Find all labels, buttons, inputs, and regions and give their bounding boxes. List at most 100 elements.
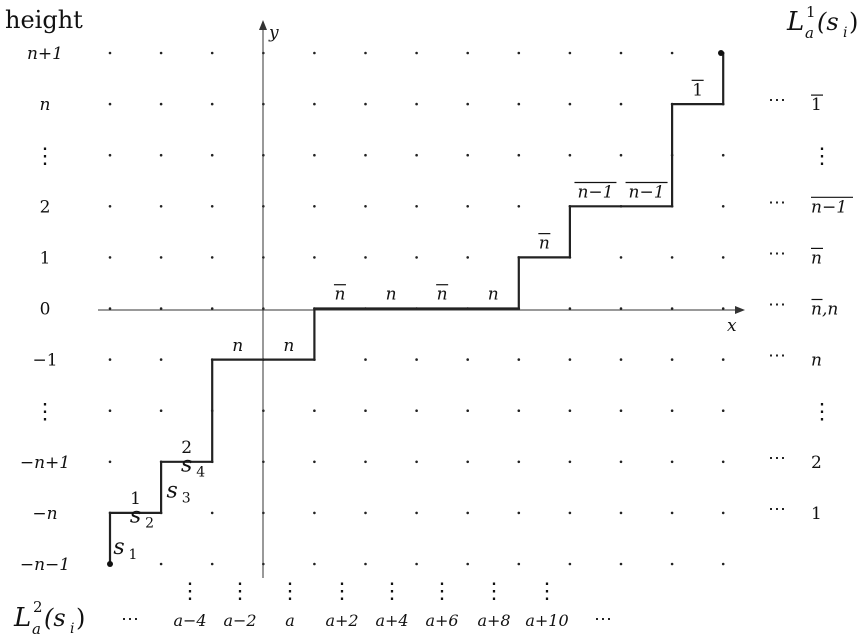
step-label: 1 [692, 80, 703, 100]
step-label-s4: s [181, 453, 192, 478]
grid-dot [415, 511, 418, 515]
grid-dot [619, 256, 623, 259]
bottom-leading-dots: ⋯ [121, 609, 139, 630]
grid-dot [313, 256, 316, 259]
height-label: −n+1 [20, 453, 70, 473]
grid-dot [568, 307, 572, 310]
grid-dot [415, 562, 418, 566]
grid-dot [670, 307, 674, 310]
grid-dot [364, 153, 367, 157]
step-label-s1: s [113, 535, 124, 560]
right-ellipsis: ⋯ [768, 499, 786, 520]
grid-dot [466, 205, 470, 208]
grid-dot [670, 562, 674, 566]
grid-dot [108, 460, 112, 464]
grid-dot [159, 562, 163, 566]
step-label: n−1 [577, 183, 613, 203]
grid-dot [210, 51, 214, 55]
right-ellipsis: ⋯ [768, 448, 786, 469]
grid-dot [364, 562, 367, 566]
step-label: n [539, 234, 550, 254]
right-title-arg: (s [817, 8, 839, 36]
grid-dot [517, 358, 521, 361]
bottom-vdots-mark: ⋮ [381, 579, 403, 604]
y-axis-label: y [268, 23, 279, 43]
grid-dot [517, 102, 521, 106]
grid-dot [313, 511, 316, 515]
bottom-label-close: ) [76, 604, 85, 632]
grid-dot [517, 511, 521, 515]
grid-dot [108, 205, 112, 208]
grid-dot [313, 460, 316, 464]
grid-dot [568, 562, 572, 566]
right-label: ⋮ [811, 144, 833, 169]
grid-dot [210, 153, 214, 157]
bottom-column-label: a+4 [375, 611, 408, 630]
step-label-s2-sub: 2 [145, 516, 154, 532]
bottom-label-arg-sub: i [70, 621, 74, 637]
right-ellipsis: ⋯ [768, 295, 786, 316]
grid-dot [670, 460, 674, 464]
step-label-s1-sub: 1 [129, 547, 138, 563]
bottom-vdots-mark: ⋮ [483, 579, 505, 604]
grid-dot [670, 256, 674, 259]
axes [98, 20, 745, 578]
grid-dot [466, 358, 470, 361]
bottom-label: L 2 a (s i ) ⋯ [13, 598, 139, 638]
grid-dot [670, 409, 674, 413]
right-label: 1 [811, 504, 822, 524]
grid-dot [721, 205, 725, 208]
grid-dot [619, 358, 623, 361]
grid-dot [466, 562, 470, 566]
step-label: n [386, 285, 397, 305]
grid-dot [721, 460, 725, 464]
right-label: n−1 [811, 197, 847, 217]
height-label: −n−1 [20, 555, 70, 575]
step-label-s2: s [130, 504, 141, 529]
grid-dot [210, 205, 214, 208]
height-label: −n [32, 504, 57, 524]
bottom-vdots-mark: ⋮ [179, 579, 201, 604]
grid-dot [364, 409, 367, 413]
grid-dot [313, 562, 316, 566]
bottom-column-label: a+2 [325, 611, 358, 630]
bottom-column-labels: a−4 a−2 a a+2 a+4 a+6 a+8 a+10 [173, 611, 568, 630]
grid-dot [364, 256, 367, 259]
y-axis-arrowhead [259, 20, 267, 30]
right-title: L 1 a (s i ) [786, 3, 858, 42]
bottom-column-label: a+10 [525, 611, 568, 630]
grid-dot [619, 562, 623, 566]
grid-dot [721, 511, 725, 515]
grid-dot [108, 409, 112, 413]
bottom-column-label: a−4 [173, 611, 206, 630]
bottom-vdots-mark: ⋮ [279, 579, 301, 604]
path-end-point [718, 50, 724, 56]
right-label: n [811, 248, 822, 268]
bottom-column-label: a+6 [425, 611, 458, 630]
x-axis-label: x [727, 316, 737, 336]
grid-dot [568, 153, 572, 157]
grid-dot [313, 409, 316, 413]
bottom-label-sub: a [32, 620, 41, 638]
x-axis-arrowhead [735, 306, 745, 314]
grid-dot [568, 51, 572, 55]
right-title-close: ) [849, 8, 858, 36]
grid-dot [108, 256, 112, 259]
grid-dot [619, 153, 623, 157]
grid-dot [159, 409, 163, 413]
grid-dot [313, 102, 316, 106]
step-label: 2 [181, 438, 192, 458]
bottom-vdots-mark: ⋮ [331, 579, 353, 604]
grid-dot [670, 511, 674, 515]
bottom-label-l: L [13, 603, 31, 633]
grid-dot [466, 511, 470, 515]
grid-dot [364, 511, 367, 515]
grid-dot [517, 153, 521, 157]
grid-dot [466, 102, 470, 106]
grid-dot [619, 460, 623, 464]
grid-dot [619, 409, 623, 413]
lattice-path [108, 53, 725, 564]
grid-dot [517, 409, 521, 413]
grid-dot [721, 562, 725, 566]
